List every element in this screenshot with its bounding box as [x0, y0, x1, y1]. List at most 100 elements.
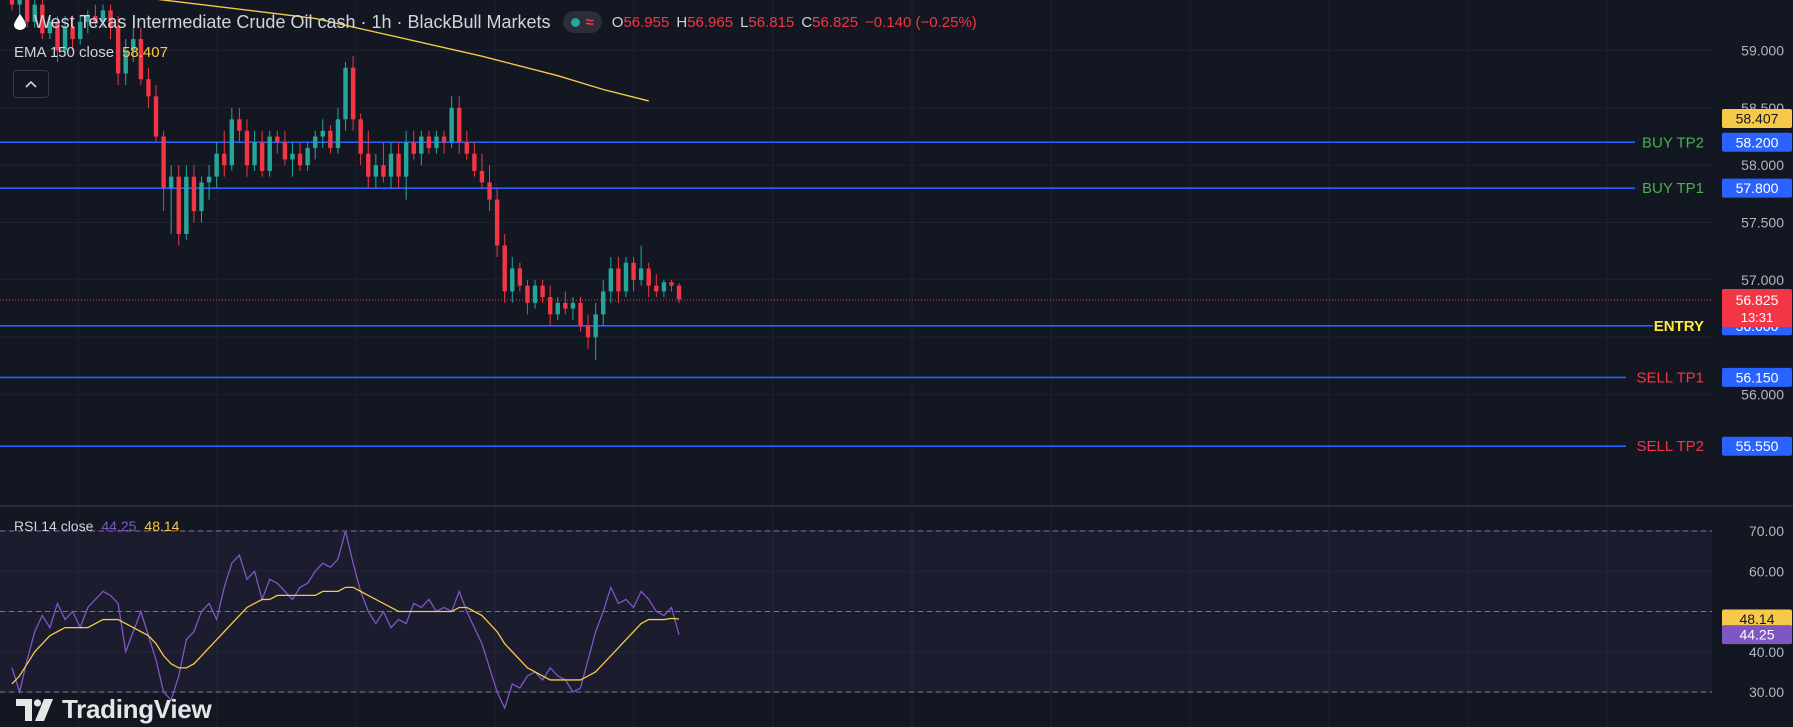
candle-body [191, 176, 197, 212]
candle-body [275, 136, 280, 143]
price-axis-tags: 58.40758.20057.80056.60056.15055.55056.8… [1722, 109, 1792, 645]
candle-body [78, 21, 83, 40]
candle-body [252, 142, 257, 166]
level-price-tag-bg [1722, 132, 1792, 152]
level-label: BUY TP1 [1642, 180, 1704, 197]
candle-body [502, 245, 507, 292]
level-label: BUY TP2 [1642, 134, 1704, 151]
candle-body [472, 153, 477, 171]
ohlc-open: O56.955 [612, 14, 670, 31]
rsi-legend-value: 44.25 [101, 518, 137, 534]
rsi-legend[interactable]: RSI 14 close 44.25 48.14 [14, 518, 179, 534]
candle-body [40, 4, 45, 34]
collapse-legend-button[interactable] [13, 70, 49, 98]
candle-body [555, 302, 560, 315]
candle-body [631, 262, 636, 280]
market-status-pill[interactable]: ≈ [562, 11, 602, 33]
candle-body [358, 119, 363, 154]
candle-body [654, 285, 659, 292]
candle-body [616, 268, 621, 292]
level-label: ENTRY [1654, 318, 1704, 335]
candle-body [62, 27, 68, 51]
market-open-dot-icon [570, 17, 580, 27]
candle-body [199, 182, 204, 212]
rsi-tick-label: 30.00 [1749, 684, 1784, 700]
candle-body [350, 67, 356, 120]
last-price-tag-bg [1722, 288, 1792, 327]
open-label: O [611, 13, 624, 31]
level-price-tag: 58.200 [1736, 134, 1779, 150]
candle-body [222, 153, 227, 166]
candle-body [646, 268, 651, 286]
rsi-axis[interactable]: 70.00 60.00 40.00 30.00 [1749, 523, 1784, 700]
tradingview-logo[interactable]: TradingView [16, 694, 212, 725]
candle-body [47, 21, 53, 34]
symbol-title[interactable]: West Texas Intermediate Crude Oil cash ·… [34, 11, 551, 32]
rsi-value-tag: 44.25 [1739, 627, 1774, 643]
candlestick-series[interactable] [9, 0, 682, 361]
level-price-tag-bg [1722, 367, 1792, 387]
rsi-series-line [11, 530, 680, 710]
candle-body [525, 285, 530, 303]
candle-body [131, 39, 136, 51]
candle-body [70, 27, 75, 40]
candle-body [441, 136, 447, 143]
candle-body [676, 285, 682, 300]
candle-body [570, 302, 576, 309]
candle-body [153, 96, 159, 137]
candle-body [146, 79, 151, 97]
candle-body [290, 153, 295, 160]
candle-body [32, 4, 37, 22]
level-price-tag-bg [1722, 178, 1792, 198]
ema-legend[interactable]: EMA 150 close 58.407 [14, 44, 168, 61]
candle-body [282, 142, 288, 160]
rsi-tick-label: 70.00 [1749, 523, 1784, 539]
candle-body [108, 10, 113, 28]
candle-body [373, 165, 379, 177]
symbol-header[interactable]: West Texas Intermediate Crude Oil cash ·… [14, 10, 977, 34]
candle-body [343, 67, 348, 120]
candle-body [487, 182, 492, 200]
ema-line [157, 0, 649, 102]
rsi-tick-label: 60.00 [1749, 563, 1784, 579]
candle-body [403, 142, 409, 177]
level-price-tag-bg [1722, 436, 1792, 456]
candle-body [593, 314, 598, 338]
candle-body [494, 199, 500, 246]
candle-body [479, 170, 485, 183]
candle-body [396, 153, 401, 177]
candle-body [93, 16, 98, 22]
candle-body [457, 107, 462, 143]
candle-body [55, 21, 60, 51]
price-tick-label: 59.000 [1741, 43, 1784, 59]
candle-body [449, 107, 454, 143]
candle-body [100, 10, 106, 22]
candle-body [578, 302, 583, 326]
ohlc-high: H56.965 [676, 14, 733, 31]
price-tick-label: 56.000 [1741, 387, 1784, 403]
rsi-tick-label: 40.00 [1749, 644, 1784, 660]
oil-drop-icon [14, 14, 26, 30]
rsi-legend-label: RSI 14 close [14, 518, 94, 534]
candle-body [244, 130, 250, 166]
candle-body [388, 153, 394, 177]
candle-body [585, 325, 591, 338]
ema-legend-value: 58.407 [122, 44, 168, 61]
candle-body [259, 142, 265, 171]
level-label: SELL TP1 [1636, 369, 1704, 386]
rsi-value-tag-bg [1722, 625, 1792, 645]
candle-body [426, 136, 432, 148]
candle-body [115, 27, 121, 74]
candle-body [320, 130, 325, 137]
open-value: 56.955 [623, 13, 670, 31]
candle-body [608, 268, 614, 292]
candle-body [638, 268, 644, 280]
candle-body [85, 16, 90, 22]
candle-body [123, 50, 128, 74]
candle-body [24, 0, 30, 22]
ema-price-tag: 58.407 [1736, 111, 1779, 127]
candle-body [214, 153, 219, 177]
candle-body [229, 119, 235, 166]
